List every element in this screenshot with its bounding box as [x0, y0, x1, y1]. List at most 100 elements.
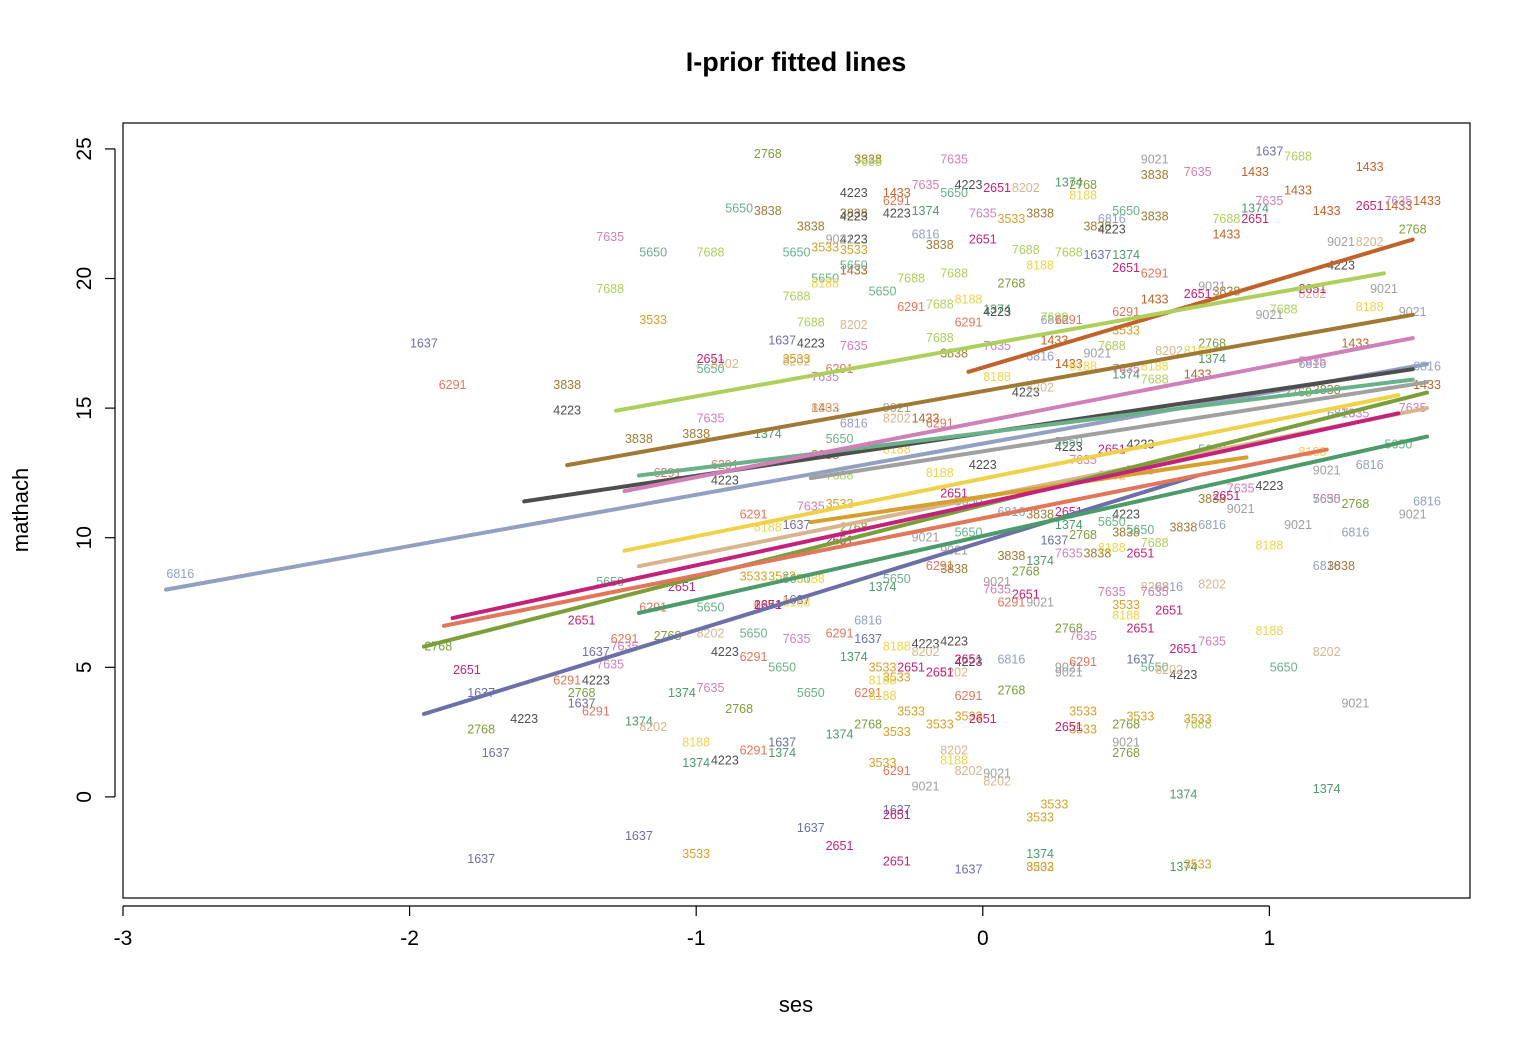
- point-label-7688-12: 7688: [1212, 212, 1240, 226]
- point-label-3838-2: 3838: [682, 427, 710, 441]
- point-label-5650-24: 5650: [639, 246, 667, 260]
- point-label-4223-6: 4223: [840, 186, 868, 200]
- point-label-1374-1: 1374: [625, 715, 653, 729]
- point-label-7688-5: 7688: [897, 272, 925, 286]
- fitted-line-7688: [613, 271, 1386, 413]
- point-label-2651-9: 2651: [897, 660, 925, 674]
- point-label-8202-22: 8202: [1155, 344, 1183, 358]
- point-label-6291-2: 6291: [582, 704, 610, 718]
- point-label-9021-10: 9021: [1227, 502, 1255, 516]
- point-label-8202-19: 8202: [1298, 287, 1326, 301]
- point-label-7635-21: 7635: [1255, 194, 1283, 208]
- point-label-3533-13: 3533: [926, 717, 954, 731]
- point-label-7688-11: 7688: [1141, 373, 1169, 387]
- point-label-2651-3: 2651: [697, 352, 725, 366]
- point-label-5650-2: 5650: [740, 627, 768, 641]
- point-label-1374-8: 1374: [869, 580, 897, 594]
- point-label-2651-24: 2651: [1241, 212, 1269, 226]
- point-label-8188-21: 8188: [940, 754, 968, 768]
- point-label-8188-10: 8188: [983, 370, 1011, 384]
- point-label-1637-18: 1637: [1083, 248, 1111, 262]
- point-label-1637-6: 1637: [625, 829, 653, 843]
- point-label-2768-12: 2768: [1112, 746, 1140, 760]
- point-label-8202-16: 8202: [1141, 580, 1169, 594]
- point-label-8202-13: 8202: [1026, 860, 1054, 874]
- point-label-5650-6: 5650: [826, 432, 854, 446]
- point-label-1637-17: 1637: [1255, 145, 1283, 159]
- point-label-6816-0: 6816: [166, 567, 194, 581]
- point-label-7688-18: 7688: [926, 297, 954, 311]
- point-label-1433-4: 1433: [1241, 165, 1269, 179]
- point-label-2768-5: 2768: [754, 147, 782, 161]
- point-label-4223-0: 4223: [553, 404, 581, 418]
- point-label-2651-14: 2651: [983, 181, 1011, 195]
- point-label-2651-22: 2651: [1184, 287, 1212, 301]
- y-tick-label: 10: [73, 526, 96, 549]
- point-label-7635-15: 7635: [1098, 585, 1126, 599]
- point-label-1637-0: 1637: [410, 336, 438, 350]
- point-label-4223-14: 4223: [969, 458, 997, 472]
- x-tick-label: -3: [114, 927, 133, 950]
- point-label-4223-2: 4223: [582, 673, 610, 687]
- fitted-line-7635: [622, 336, 1415, 494]
- point-label-7688-8: 7688: [1055, 246, 1083, 260]
- point-label-7635-3: 7635: [697, 681, 725, 695]
- point-label-3533-21: 3533: [1184, 712, 1212, 726]
- point-label-7688-14: 7688: [1141, 536, 1169, 550]
- point-label-6816-1: 6816: [854, 614, 882, 628]
- point-label-1637-7: 1637: [797, 821, 825, 835]
- point-label-8188-23: 8188: [811, 277, 839, 291]
- point-label-3533-6: 3533: [840, 243, 868, 257]
- point-label-8188-22: 8188: [1069, 189, 1097, 203]
- point-label-6291-17: 6291: [997, 596, 1025, 610]
- point-label-6291-20: 6291: [1141, 266, 1169, 280]
- point-label-3838-15: 3838: [1198, 492, 1226, 506]
- point-label-3533-9: 3533: [883, 671, 911, 685]
- point-label-1637-13: 1637: [768, 334, 796, 348]
- point-label-3838-10: 3838: [1083, 546, 1111, 560]
- point-label-3533-20: 3533: [1126, 710, 1154, 724]
- point-label-1374-5: 1374: [768, 746, 796, 760]
- point-label-7635-25: 7635: [1384, 194, 1412, 208]
- chart-title: I-prior fitted lines: [686, 47, 907, 77]
- point-label-8202-4: 8202: [811, 401, 839, 415]
- point-label-8202-17: 8202: [1155, 663, 1183, 677]
- point-label-3533-19: 3533: [1112, 598, 1140, 612]
- point-label-7635-19: 7635: [1198, 634, 1226, 648]
- point-label-8202-9: 8202: [940, 743, 968, 757]
- y-tick-label: 15: [73, 396, 96, 419]
- point-label-2651-26: 2651: [1356, 199, 1384, 213]
- point-label-6291-11: 6291: [854, 686, 882, 700]
- point-label-1374-6: 1374: [826, 728, 854, 742]
- point-label-9021-22: 9021: [826, 233, 854, 247]
- point-label-8202-10: 8202: [955, 764, 983, 778]
- point-label-1374-17: 1374: [1241, 202, 1269, 216]
- point-label-1374-14: 1374: [1169, 860, 1197, 874]
- point-label-1637-8: 1637: [768, 736, 796, 750]
- point-label-1374-15: 1374: [1169, 787, 1197, 801]
- point-label-2651-6: 2651: [883, 808, 911, 822]
- point-label-9021-13: 9021: [1313, 463, 1341, 477]
- point-label-3533-10: 3533: [897, 704, 925, 718]
- point-label-2768-9: 2768: [1012, 564, 1040, 578]
- point-label-7635-0: 7635: [596, 230, 624, 244]
- point-label-7688-10: 7688: [1098, 339, 1126, 353]
- point-label-1433-16: 1433: [912, 412, 940, 426]
- point-label-3533-5: 3533: [811, 240, 839, 254]
- point-label-6291-13: 6291: [883, 194, 911, 208]
- point-label-1374-7: 1374: [840, 650, 868, 664]
- point-label-1637-4: 1637: [582, 645, 610, 659]
- fitted-line-3533: [808, 455, 1249, 525]
- point-label-7635-18: 7635: [1184, 165, 1212, 179]
- point-label-1374-20: 1374: [1198, 352, 1226, 366]
- point-label-1374-9: 1374: [912, 204, 940, 218]
- fitted-lines-layer: [164, 237, 1429, 716]
- fitted-line-1374: [636, 434, 1429, 615]
- point-label-3838-5: 3838: [840, 207, 868, 221]
- point-label-7688-0: 7688: [596, 282, 624, 296]
- fitted-line-6816: [164, 362, 1429, 592]
- point-label-1433-5: 1433: [1313, 204, 1341, 218]
- point-label-3533-14: 3533: [955, 710, 983, 724]
- fitted-line-1433: [966, 237, 1415, 374]
- point-label-2768-10: 2768: [1055, 621, 1083, 635]
